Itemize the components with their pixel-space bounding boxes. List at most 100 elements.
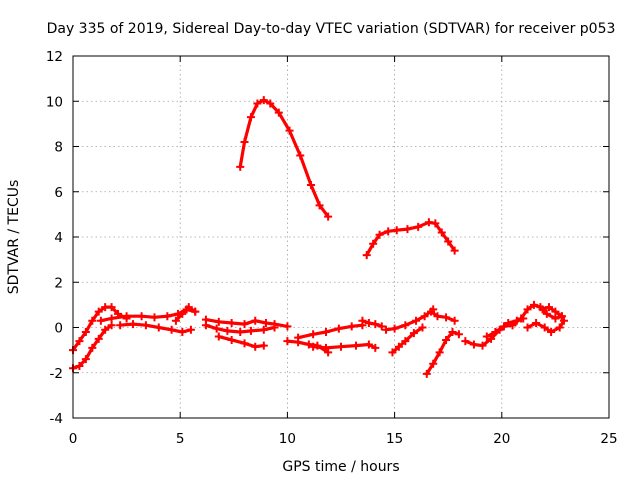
data-point <box>324 212 333 221</box>
data-point <box>337 342 345 351</box>
data-point <box>315 201 324 210</box>
series-arc-k <box>309 340 380 352</box>
data-point <box>508 321 517 330</box>
series-trace <box>365 220 457 257</box>
data-point <box>122 312 131 321</box>
data-point <box>469 340 478 349</box>
data-point <box>324 348 333 357</box>
data-point <box>388 348 397 357</box>
data-point <box>240 137 249 146</box>
y-tick-label: 12 <box>46 49 63 65</box>
data-point <box>529 300 538 309</box>
data-point <box>431 219 440 228</box>
x-axis-label: GPS time / hours <box>282 459 399 475</box>
data-point <box>227 318 236 327</box>
data-point <box>309 330 318 339</box>
data-point <box>414 222 423 231</box>
data-point <box>75 337 84 346</box>
data-point <box>433 312 442 321</box>
data-point <box>227 335 236 344</box>
data-point <box>321 328 330 337</box>
data-point <box>246 326 255 335</box>
data-point <box>178 309 187 318</box>
y-tick-label: -2 <box>50 366 63 382</box>
series-trace <box>485 323 515 339</box>
x-tick-label: 5 <box>176 431 185 447</box>
data-point <box>352 341 361 350</box>
x-tick-label: 20 <box>493 431 510 447</box>
data-point <box>377 322 386 331</box>
data-point <box>392 226 401 235</box>
data-point <box>88 343 97 352</box>
data-point <box>542 309 551 318</box>
series-arc-d <box>116 320 195 337</box>
y-axis-label: SDTVAR / TECUs <box>6 180 22 295</box>
x-tick-label: 0 <box>69 431 78 447</box>
data-point <box>178 328 187 337</box>
data-point <box>362 251 371 260</box>
data-point <box>306 180 315 189</box>
data-point <box>304 340 313 349</box>
data-point <box>401 321 410 330</box>
data-point <box>454 330 463 339</box>
series-arc-peak <box>236 96 333 221</box>
x-tick-label: 25 <box>600 431 617 447</box>
data-point <box>403 225 412 234</box>
series-arc-l <box>358 316 386 331</box>
data-point <box>427 307 436 316</box>
data-point <box>107 303 116 312</box>
data-point <box>236 328 245 337</box>
data-point <box>437 228 446 237</box>
data-point <box>523 323 532 332</box>
data-point <box>487 334 496 343</box>
data-point <box>283 322 292 331</box>
data-point <box>184 303 193 312</box>
series-arc-u <box>538 303 566 321</box>
series-arc-g <box>201 321 279 337</box>
data-point <box>424 218 433 227</box>
series-trace <box>429 310 457 323</box>
series-arc-m <box>382 305 438 334</box>
data-point <box>401 337 410 346</box>
data-point <box>171 316 180 325</box>
data-point <box>418 323 427 332</box>
data-point <box>116 321 125 330</box>
data-point <box>294 333 303 342</box>
data-point <box>448 328 457 337</box>
series-trace <box>540 305 564 318</box>
data-point <box>259 96 268 105</box>
y-tick-label: 4 <box>54 230 63 246</box>
y-tick-label: 8 <box>54 140 63 156</box>
data-point <box>375 230 384 239</box>
data-point <box>442 335 451 344</box>
data-series <box>69 96 568 378</box>
data-point <box>285 126 294 135</box>
data-point <box>444 237 453 246</box>
data-point <box>551 314 560 323</box>
data-point <box>371 343 380 352</box>
data-point <box>296 151 305 160</box>
data-point <box>261 318 270 327</box>
data-point <box>94 307 103 316</box>
data-point <box>266 99 275 108</box>
data-point <box>137 312 146 321</box>
data-point <box>435 348 444 357</box>
data-point <box>167 325 176 334</box>
data-point <box>384 227 393 236</box>
data-point <box>420 312 429 321</box>
data-point <box>201 321 210 330</box>
data-point <box>251 342 260 351</box>
y-tick-label: 2 <box>54 275 63 291</box>
data-point <box>88 316 97 325</box>
data-point <box>214 317 223 326</box>
data-point <box>442 313 451 322</box>
y-tick-label: 0 <box>54 321 63 337</box>
series-trace <box>238 98 330 219</box>
data-point <box>309 342 318 351</box>
data-point <box>259 341 268 350</box>
data-point <box>94 334 103 343</box>
series-arc-n <box>388 323 427 357</box>
grid-lines <box>73 56 609 418</box>
data-point <box>478 341 487 350</box>
